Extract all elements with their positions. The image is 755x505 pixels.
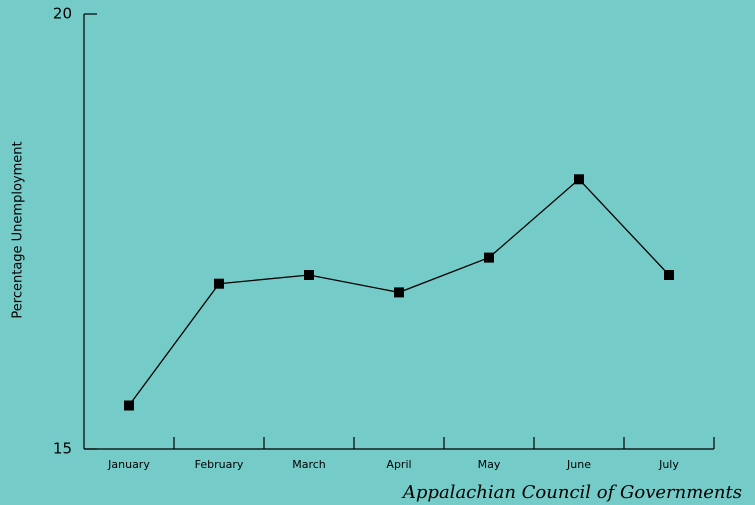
data-point (394, 287, 404, 298)
x-tick-label: May (478, 458, 501, 471)
data-point (304, 270, 314, 280)
data-point (484, 252, 494, 263)
x-tick-label: April (386, 458, 411, 471)
y-tick-label: 15 (53, 440, 72, 458)
data-point (124, 400, 134, 411)
data-point (214, 278, 224, 289)
x-tick-label: January (107, 458, 150, 471)
y-tick-label: 20 (53, 5, 72, 23)
x-tick-label: February (195, 458, 244, 471)
x-tick-label: July (658, 458, 679, 471)
x-tick-label: June (566, 458, 591, 471)
source-note: Appalachian Council of Governments (401, 482, 742, 503)
data-point (574, 174, 584, 185)
data-point (664, 270, 674, 280)
y-axis-label: Percentage Unemployment (11, 141, 26, 318)
x-tick-label: March (292, 458, 326, 471)
